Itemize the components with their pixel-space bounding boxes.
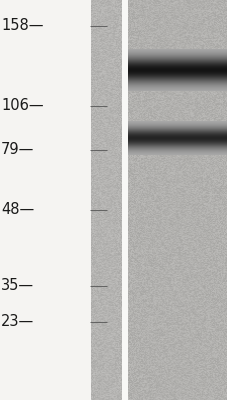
Text: 158—: 158— [1, 18, 43, 34]
Bar [91, 0, 121, 400]
Bar [127, 0, 227, 400]
Text: 48—: 48— [1, 202, 34, 218]
Text: 35—: 35— [1, 278, 34, 294]
Text: 79—: 79— [1, 142, 34, 158]
Text: 23—: 23— [1, 314, 34, 330]
Text: 106—: 106— [1, 98, 44, 114]
Bar [121, 0, 127, 400]
